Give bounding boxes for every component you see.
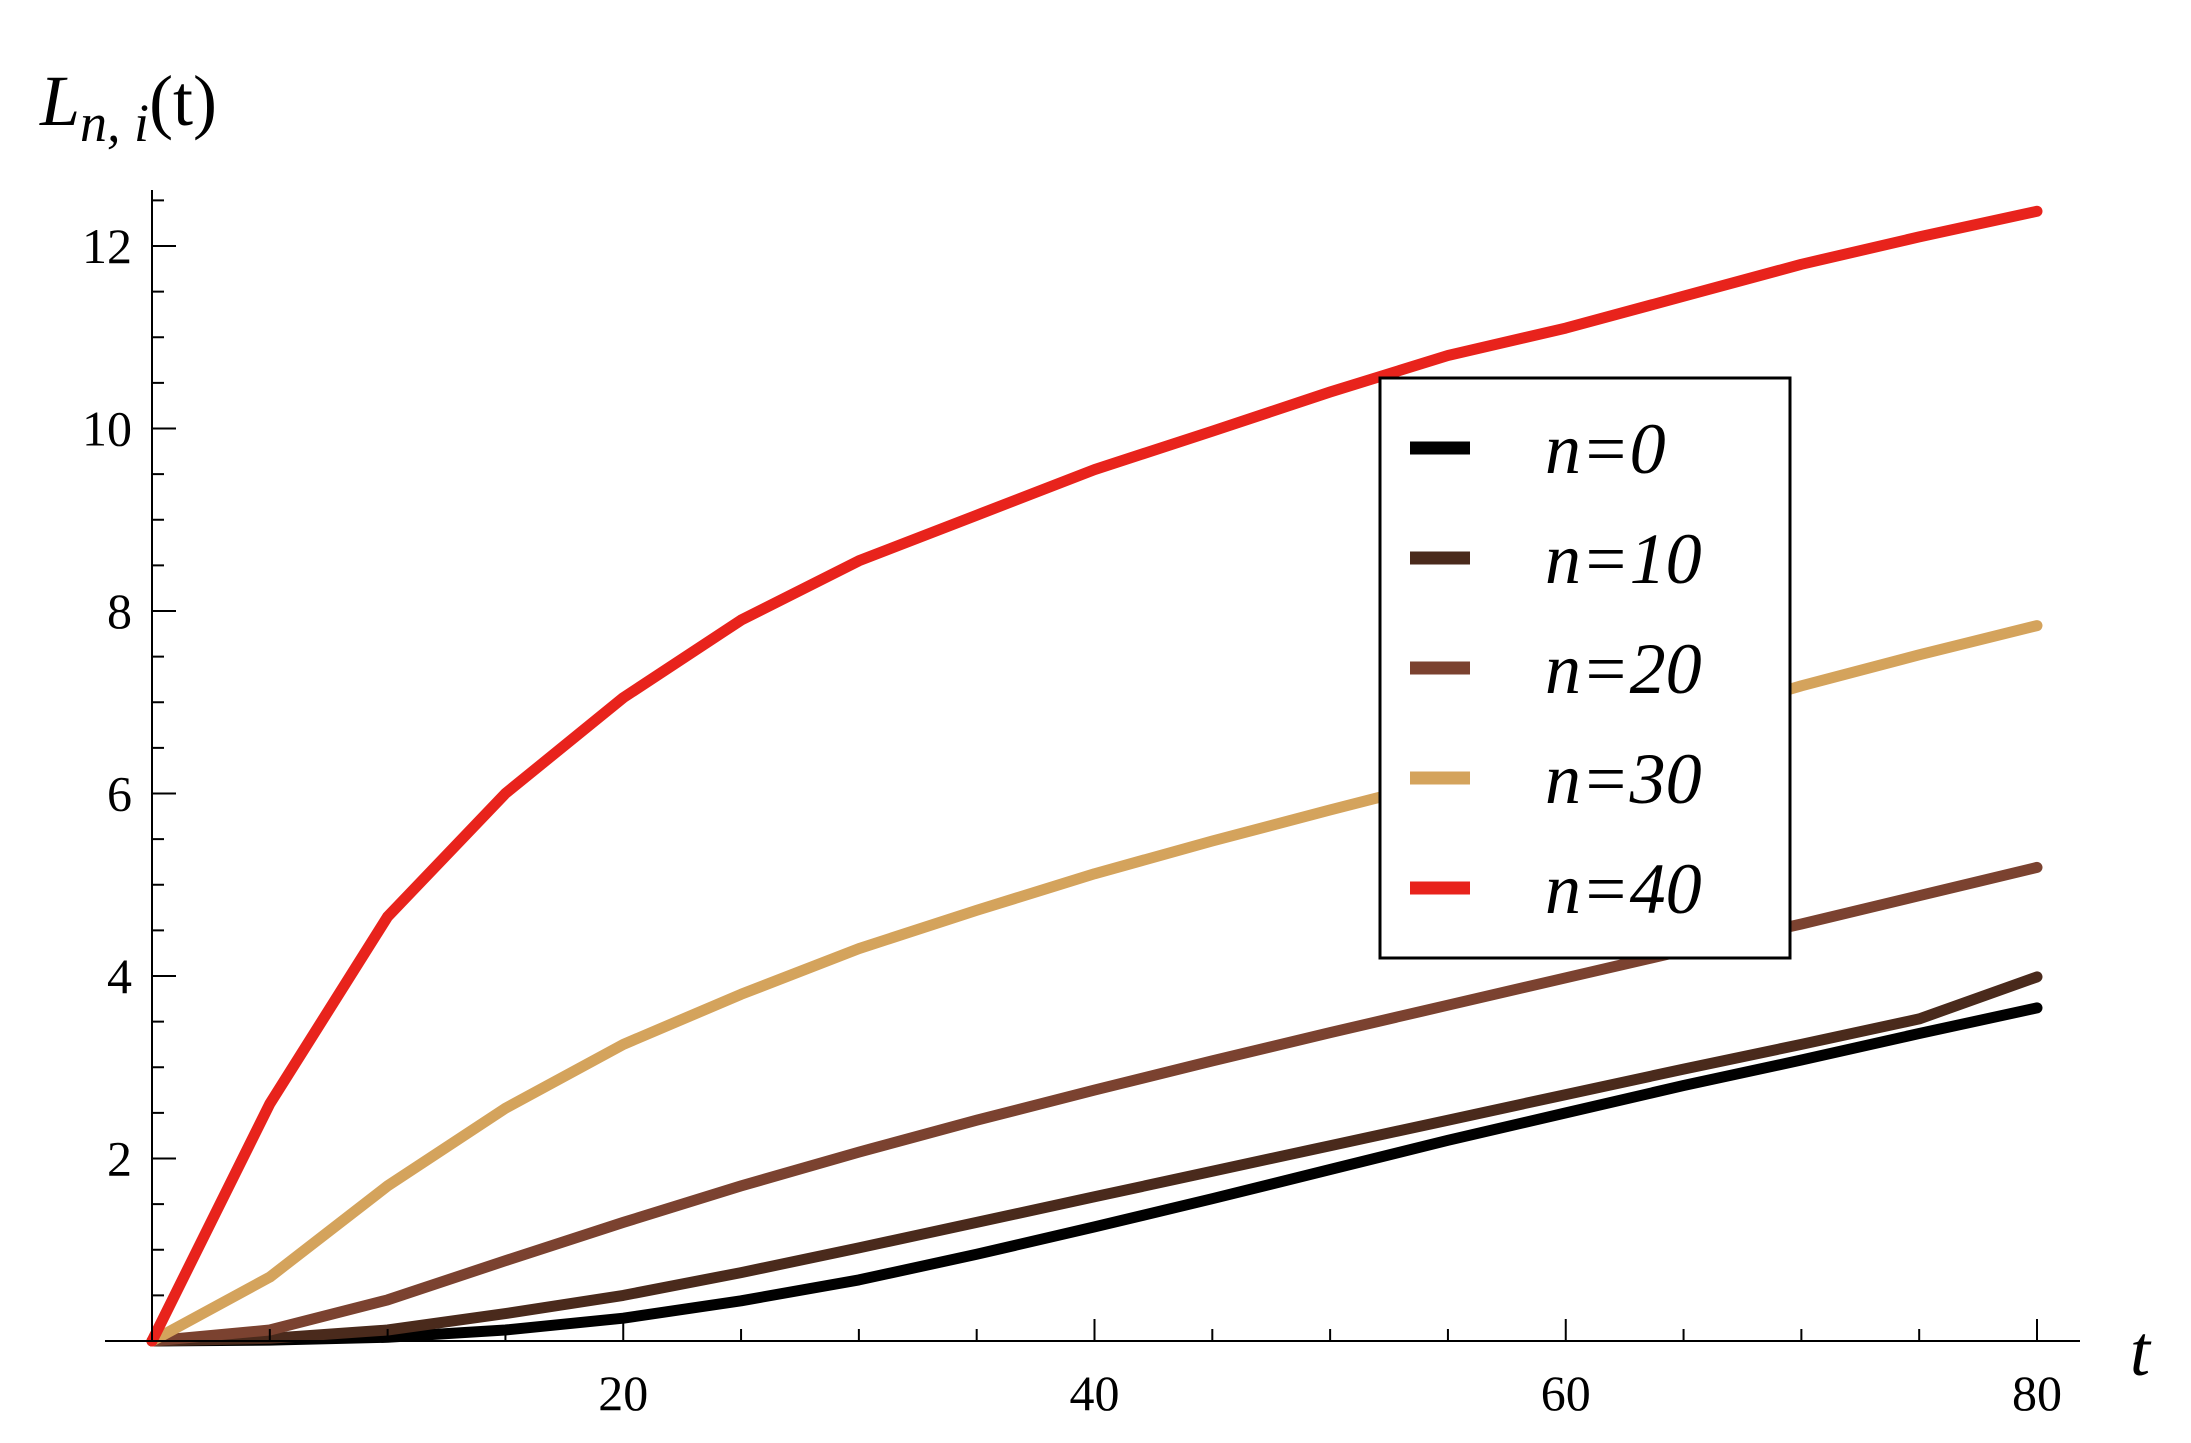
y-tick-label: 12	[82, 218, 132, 274]
series-line-4	[146, 205, 2043, 1347]
series-line-0	[146, 1002, 2043, 1347]
y-axis-title-sub: n, i	[80, 93, 149, 153]
axes-layer	[105, 190, 2080, 1342]
x-tick-label: 80	[2012, 1365, 2062, 1421]
ticks-layer: 20 40 60 80 2 4 6 8 10 12	[82, 199, 2062, 1421]
legend-items: n=0 n=10 n=20 n=30 n=40	[1410, 409, 1702, 929]
y-axis-title: Ln, i(t)	[39, 61, 217, 153]
y-tick-label: 6	[107, 766, 132, 822]
y-axis-title-main: L	[39, 61, 80, 141]
legend-label: n=40	[1545, 849, 1702, 929]
y-tick-label: 10	[82, 401, 132, 457]
legend: n=0 n=10 n=20 n=30 n=40	[1378, 376, 1792, 960]
y-tick-label: 2	[107, 1131, 132, 1187]
y-axis-title-arg: (t)	[149, 61, 217, 141]
legend-label: n=30	[1545, 739, 1702, 819]
y-tick-label: 4	[107, 948, 132, 1004]
series-line-1	[146, 971, 2043, 1347]
x-tick-label: 60	[1541, 1365, 1591, 1421]
y-tick-label: 8	[107, 583, 132, 639]
legend-label: n=20	[1545, 629, 1702, 709]
x-tick-label: 40	[1070, 1365, 1120, 1421]
x-tick-label: 20	[598, 1365, 648, 1421]
x-axis-title: t	[2130, 1311, 2152, 1391]
legend-label: n=10	[1545, 519, 1702, 599]
legend-label: n=0	[1545, 409, 1666, 489]
